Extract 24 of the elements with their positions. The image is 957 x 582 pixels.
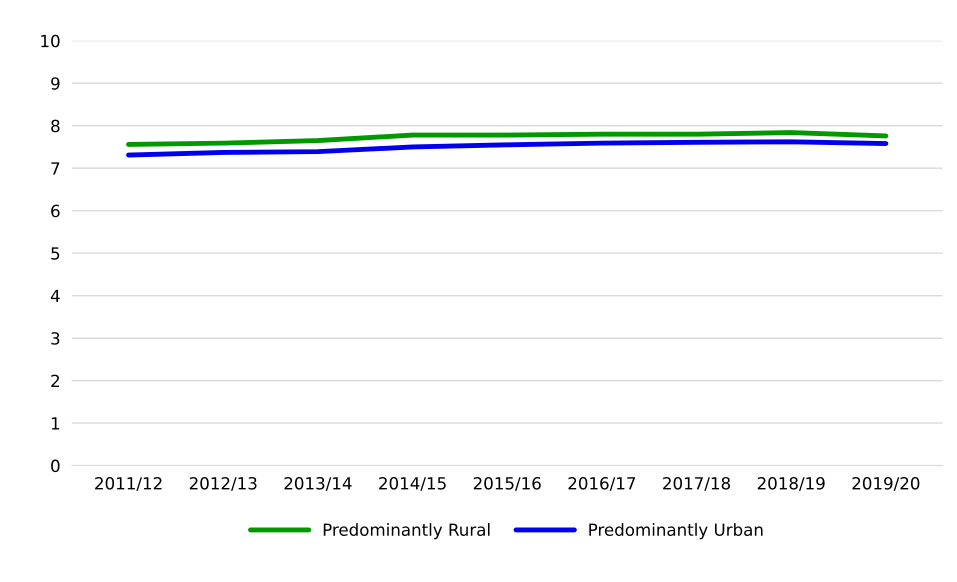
y-tick-label: 3	[51, 332, 60, 345]
x-tick-label: 2013/14	[284, 477, 352, 491]
y-tick-label: 1	[52, 417, 60, 430]
line-series	[126, 130, 888, 147]
line-series	[126, 139, 888, 158]
y-tick-label: 8	[51, 120, 60, 132]
y-tick-label: 5	[51, 247, 60, 260]
y-tick-label: 0	[51, 460, 60, 472]
y-tick-label: 9	[51, 77, 60, 90]
x-tick-label: 2017/18	[663, 477, 730, 491]
x-tick-label: 2016/17	[568, 477, 636, 491]
y-tick-label: 6	[51, 204, 60, 218]
x-tick-label: 2015/16	[474, 477, 541, 491]
y-tick-label: 4	[50, 290, 60, 302]
y-tick-label: 7	[51, 162, 60, 175]
x-tick-label: 2012/13	[190, 477, 257, 491]
y-tick-label: 10	[41, 34, 60, 48]
y-tick-label: 2	[51, 374, 59, 387]
x-tick-label: 2018/19	[758, 477, 825, 491]
legend-label: Predominantly Urban	[589, 523, 763, 540]
x-tick-label: 2011/12	[95, 477, 162, 491]
x-tick-label: 2019/20	[852, 477, 920, 491]
legend-label: Predominantly Rural	[324, 523, 490, 540]
x-tick-label: 2014/15	[379, 477, 446, 491]
